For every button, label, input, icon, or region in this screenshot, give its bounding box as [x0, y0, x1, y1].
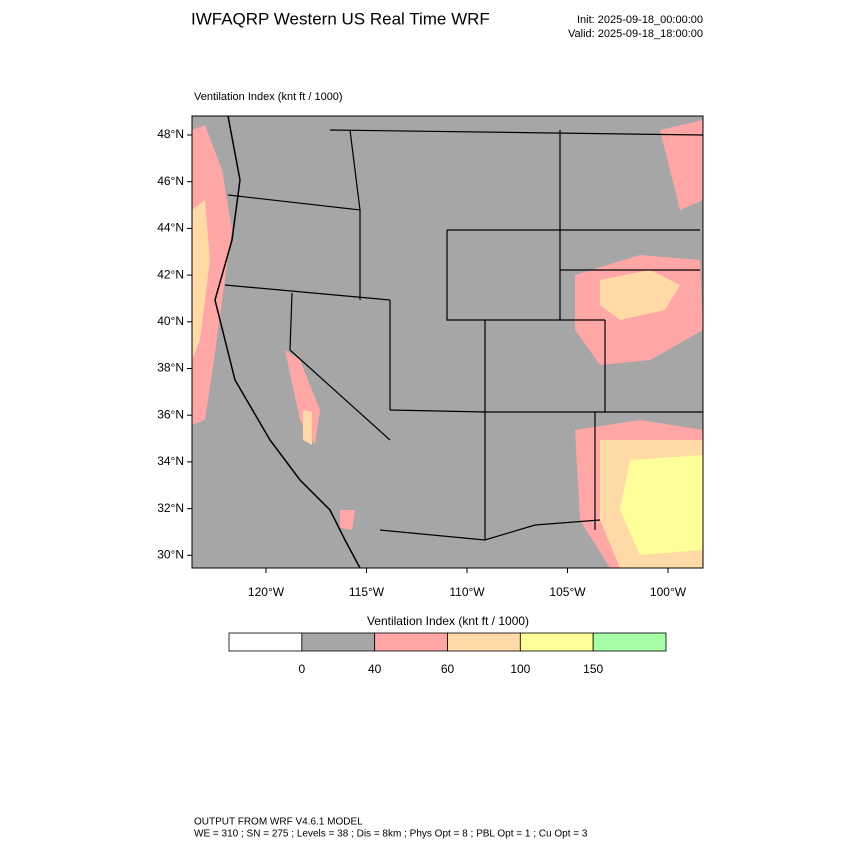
coastal-band [192, 200, 210, 360]
map: 48°N 46°N 44°N 42°N 40°N 38°N 36°N 34°N 32°N 30°N… [157, 115, 704, 599]
high-area [620, 455, 703, 555]
coastline [214, 116, 361, 568]
valid-time: Valid: 2025-09-18_18:00:00 [568, 28, 703, 40]
state-borders [224, 129, 703, 541]
colorbar-box [374, 632, 448, 652]
lat-label: 38°N [157, 361, 184, 375]
colorbar-label: 60 [441, 662, 455, 676]
colorbar-box [519, 632, 594, 652]
footer-line: WE = 310 ; SN = 275 ; Levels = 38 ; Dis … [194, 829, 588, 840]
lon-label: 110°W [449, 585, 485, 599]
colorbar: 0 40 60 100 150 [228, 632, 667, 676]
lat-label: 44°N [157, 221, 184, 235]
map-title: Ventilation Index (knt ft / 1000) [194, 91, 343, 103]
lat-label: 30°N [157, 547, 184, 561]
colorbar-box [447, 632, 521, 652]
lon-axis: 120°W 115°W 110°W 105°W 100°W [248, 568, 687, 599]
lon-label: 105°W [549, 585, 586, 599]
lat-label: 32°N [157, 501, 184, 515]
high-area [660, 120, 703, 210]
lat-label: 40°N [157, 314, 184, 328]
lat-label: 34°N [157, 454, 184, 468]
lon-label: 115°W [349, 585, 385, 599]
main-title: IWFAQRP Western US Real Time WRF [191, 9, 490, 28]
high-area [340, 510, 355, 530]
lon-label: 100°W [650, 585, 687, 599]
high-area [303, 410, 312, 445]
colorbar-box [301, 632, 376, 652]
colorbar-label: 100 [510, 662, 530, 676]
init-time: Init: 2025-09-18_00:00:00 [577, 14, 703, 26]
footer-line: OUTPUT FROM WRF V4.6.1 MODEL [194, 817, 363, 828]
colorbar-label: 40 [368, 662, 382, 676]
map-frame [191, 115, 704, 569]
lat-label: 48°N [157, 127, 184, 141]
coastal-band [192, 125, 232, 425]
lon-label: 120°W [248, 585, 285, 599]
lat-label: 46°N [157, 174, 184, 188]
lat-label: 36°N [157, 407, 184, 421]
colorbar-box [592, 632, 667, 652]
lat-label: 42°N [157, 267, 184, 281]
colorbar-title: Ventilation Index (knt ft / 1000) [367, 614, 529, 628]
colorbar-box [228, 632, 303, 652]
colorbar-label: 0 [298, 662, 305, 676]
colorbar-label: 150 [583, 662, 603, 676]
lat-axis: 48°N 46°N 44°N 42°N 40°N 38°N 36°N 34°N 32°N 30°N [157, 127, 192, 561]
high-area [600, 270, 680, 320]
